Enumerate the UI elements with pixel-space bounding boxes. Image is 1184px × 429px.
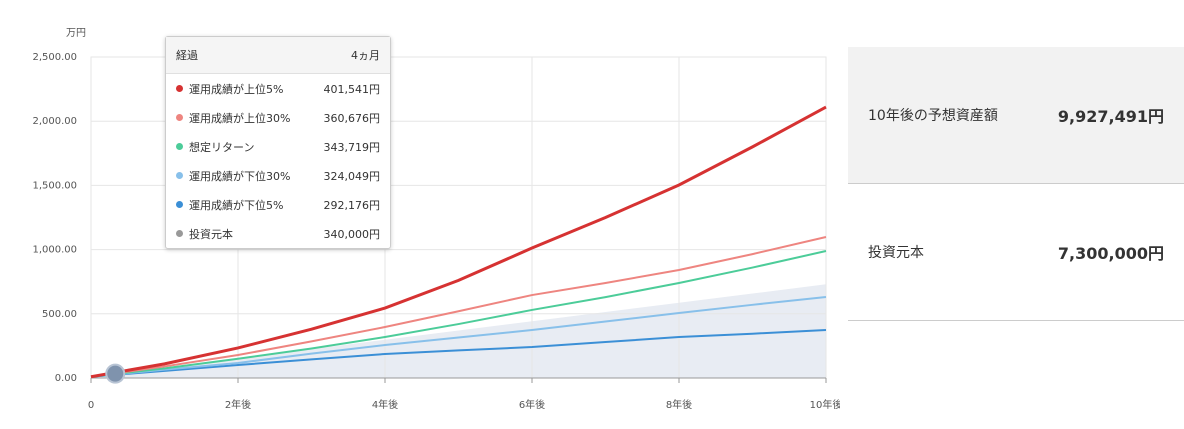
line (90, 328, 827, 378)
y-tick-label: 1,500.00 (32, 180, 77, 191)
legend-dot (176, 172, 183, 179)
line (90, 236, 827, 378)
tooltip-value: 401,541円 (323, 82, 381, 96)
summary-row: 投資元本 7,300,000円 (848, 184, 1184, 321)
legend-dot (176, 201, 183, 208)
y-unit: 万円 (66, 28, 86, 39)
chart: 万円 0.00 500.00 1,000.00 1,500.00 2,000.00 2,5… (32, 28, 840, 411)
hover-marker (105, 363, 126, 384)
tooltip-row: 運用成績が上位30% 360,676円 (166, 103, 390, 132)
tooltip-value: 343,719円 (323, 140, 381, 154)
legend-dot (176, 143, 183, 150)
tooltip-value: 360,676円 (323, 111, 381, 125)
line (90, 295, 827, 378)
x-tick-label: 8年後 (666, 398, 692, 411)
x-tick-label: 10年後 (810, 398, 840, 411)
legend-dot (176, 230, 183, 237)
y-tick-label: 2,000.00 (32, 116, 77, 127)
y-tick-label: 2,500.00 (32, 52, 77, 63)
y-tick-label: 500.00 (42, 309, 77, 320)
summary-value: 7,300,000円 (1057, 244, 1164, 263)
x-tick-label: 4年後 (372, 398, 398, 411)
summary-label: 10年後の予想資産額 (868, 108, 998, 124)
summary-value: 9,927,491円 (1057, 107, 1164, 126)
x-tick-label: 6年後 (519, 398, 545, 411)
legend-dot (176, 85, 183, 92)
tooltip: 経過 4ヵ月 運用成績が上位5% 401,541円運用成績が上位30% 360,67… (165, 36, 391, 249)
tooltip-value: 340,000円 (323, 227, 381, 241)
x-tick-label: 2年後 (225, 398, 251, 411)
tooltip-period: 4ヵ月 (351, 49, 380, 62)
y-tick-label: 0.00 (55, 373, 77, 384)
tooltip-row: 運用成績が上位5% 401,541円 (166, 74, 390, 103)
tooltip-title: 経過 (176, 49, 198, 62)
line (90, 105, 827, 379)
legend-label: 運用成績が下位5% (189, 198, 284, 212)
y-tick-label: 1,000.00 (32, 245, 77, 256)
tooltip-value: 292,176円 (323, 198, 381, 212)
x-tick-label: 0 (88, 400, 94, 411)
legend-label: 運用成績が上位5% (189, 82, 284, 96)
legend-label: 運用成績が上位30% (189, 111, 291, 125)
legend-label: 投資元本 (189, 227, 233, 241)
summary-panel: 10年後の予想資産額 9,927,491円 投資元本 7,300,000円 (848, 47, 1184, 321)
tooltip-row: 投資元本 340,000円 (166, 219, 390, 248)
legend-label: 想定リターン (189, 140, 255, 154)
tooltip-value: 324,049円 (323, 169, 381, 183)
summary-label: 投資元本 (868, 245, 924, 261)
legend-label: 運用成績が下位30% (189, 169, 291, 183)
tooltip-row: 運用成績が下位5% 292,176円 (166, 190, 390, 219)
tooltip-row: 運用成績が下位30% 324,049円 (166, 161, 390, 190)
tooltip-row: 想定リターン 343,719円 (166, 132, 390, 161)
tooltip-header: 経過 4ヵ月 (166, 37, 390, 74)
summary-row: 10年後の予想資産額 9,927,491円 (848, 47, 1184, 184)
line (90, 250, 827, 378)
legend-dot (176, 114, 183, 121)
